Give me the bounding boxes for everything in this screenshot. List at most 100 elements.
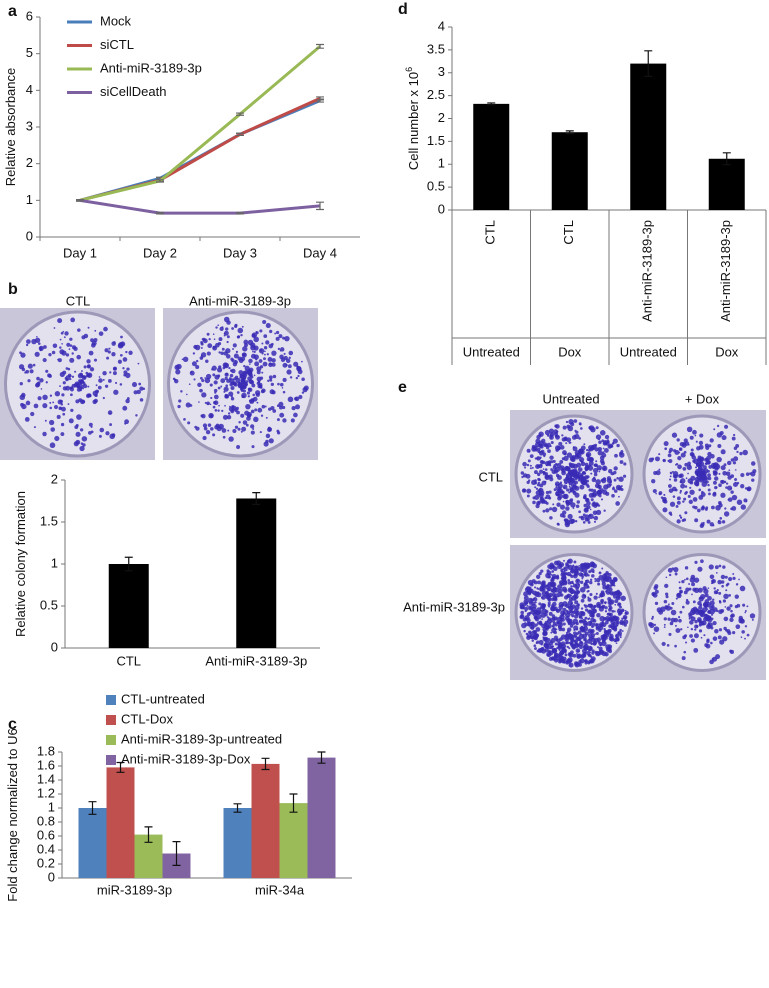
- colony: [583, 651, 587, 655]
- colony: [558, 649, 561, 651]
- group-label: Untreated: [620, 344, 677, 359]
- colony: [651, 617, 654, 620]
- colony: [39, 346, 42, 349]
- colony: [679, 610, 683, 614]
- colony: [226, 414, 232, 420]
- colony: [683, 497, 687, 501]
- colony: [95, 384, 98, 387]
- colony: [270, 405, 275, 411]
- colony: [107, 350, 111, 354]
- colony: [564, 653, 568, 657]
- colony: [62, 412, 66, 416]
- colony: [694, 624, 699, 629]
- colony: [578, 510, 581, 514]
- colony: [188, 383, 191, 386]
- colony: [73, 441, 79, 447]
- y-tick-label: 2: [438, 110, 445, 125]
- colony: [689, 634, 693, 638]
- colony: [738, 578, 740, 581]
- colony: [674, 644, 677, 648]
- colony: [685, 577, 689, 581]
- colony: [37, 396, 42, 401]
- x-tick-label: Day 4: [303, 245, 337, 260]
- colony: [259, 349, 263, 352]
- colony: [263, 334, 268, 338]
- colony: [687, 478, 693, 484]
- colony: [533, 470, 538, 475]
- colony: [714, 466, 719, 471]
- colony: [187, 421, 191, 425]
- colony: [177, 404, 181, 409]
- colony: [60, 403, 64, 406]
- y-tick-label: 3: [438, 64, 445, 79]
- colony: [587, 605, 590, 608]
- colony: [582, 495, 587, 500]
- colony: [526, 494, 530, 498]
- colony: [272, 409, 277, 413]
- colony: [60, 432, 65, 437]
- colony: [709, 574, 715, 580]
- colony: [598, 596, 601, 599]
- colony: [680, 628, 683, 631]
- colony: [694, 505, 698, 510]
- colony: [717, 579, 722, 585]
- colony: [668, 488, 674, 493]
- colony: [34, 351, 40, 357]
- x-tick-label: miR-34a: [255, 882, 305, 897]
- colony: [746, 487, 749, 490]
- colony: [560, 593, 564, 597]
- colony: [574, 429, 577, 432]
- colony: [262, 361, 268, 367]
- colony: [538, 440, 544, 446]
- colony: [595, 623, 601, 629]
- colony: [549, 507, 553, 511]
- colony: [114, 381, 118, 385]
- colony: [595, 651, 601, 656]
- colony: [264, 405, 267, 408]
- colony: [746, 605, 749, 608]
- colony: [543, 629, 545, 632]
- colony: [191, 361, 197, 367]
- colony: [546, 569, 550, 573]
- colony: [726, 460, 732, 466]
- colony: [228, 366, 231, 370]
- colony: [555, 473, 560, 478]
- colony: [526, 463, 530, 467]
- colony: [537, 648, 543, 653]
- colony: [282, 377, 287, 383]
- colony: [710, 582, 713, 585]
- colony: [178, 399, 182, 403]
- colony: [563, 570, 566, 573]
- colony: [108, 347, 111, 350]
- colony: [251, 383, 256, 388]
- colony: [700, 559, 704, 564]
- colony: [735, 443, 740, 448]
- colony: [213, 388, 218, 393]
- colony: [574, 594, 579, 599]
- colony: [594, 633, 597, 635]
- colony: [558, 660, 562, 664]
- colony: [592, 642, 597, 646]
- colony: [703, 634, 706, 637]
- colony: [679, 489, 683, 493]
- colony: [558, 652, 562, 657]
- colony: [685, 477, 688, 480]
- colony: [529, 633, 533, 636]
- colony: [565, 506, 570, 511]
- colony: [562, 494, 568, 499]
- colony: [255, 358, 258, 361]
- colony: [94, 329, 97, 332]
- colony: [591, 502, 596, 507]
- colony: [195, 359, 199, 363]
- colony: [221, 409, 224, 412]
- colony: [250, 430, 255, 435]
- colony: [688, 587, 692, 591]
- colony: [553, 597, 558, 602]
- colony: [113, 389, 119, 395]
- colony: [603, 509, 606, 512]
- colony: [674, 572, 678, 576]
- y-tick-label: 0.4: [37, 841, 55, 856]
- colony: [595, 426, 599, 430]
- colony: [88, 422, 93, 427]
- bar: [279, 803, 308, 878]
